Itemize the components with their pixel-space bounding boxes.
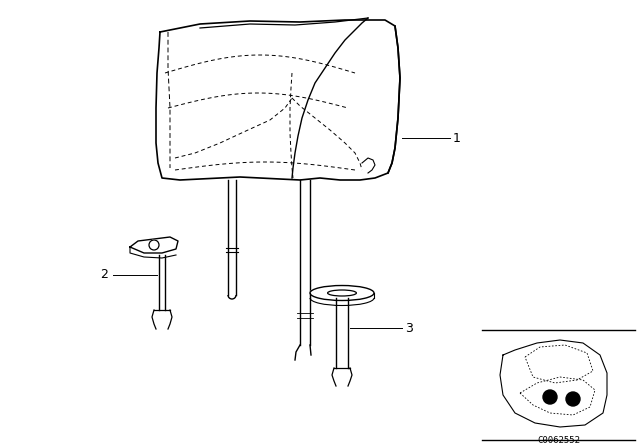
Text: C0062552: C0062552 (537, 436, 580, 445)
Ellipse shape (328, 290, 356, 296)
Ellipse shape (310, 285, 374, 301)
Text: 1: 1 (453, 132, 461, 145)
Polygon shape (130, 237, 178, 253)
Circle shape (543, 390, 557, 404)
Circle shape (566, 392, 580, 406)
Circle shape (149, 240, 159, 250)
Text: 3: 3 (405, 322, 413, 335)
Text: 2: 2 (100, 268, 108, 281)
